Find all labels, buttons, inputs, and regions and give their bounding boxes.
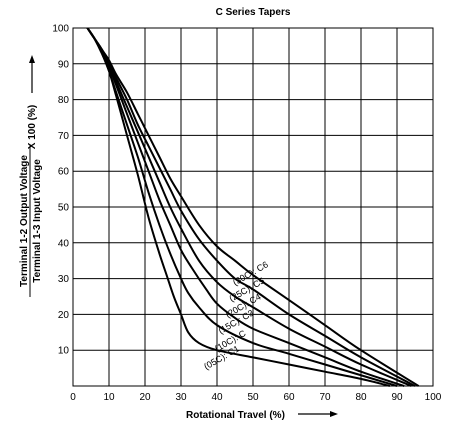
y-tick-90: 90 (58, 59, 70, 70)
x-tick-70: 70 (319, 392, 331, 403)
series-line-5 (86, 27, 416, 387)
series-line-2 (86, 27, 398, 387)
curves (86, 27, 420, 387)
series-line-3 (86, 27, 405, 387)
x-tick-100: 100 (425, 392, 442, 403)
x-tick-50: 50 (247, 392, 259, 403)
y-tick-70: 70 (58, 131, 70, 142)
chart-title: C Series Tapers (216, 7, 291, 18)
x-tick-30: 30 (175, 392, 187, 403)
y-axis-numerator: Terminal 1-2 Output Voltage (19, 155, 30, 287)
y-tick-50: 50 (58, 203, 70, 214)
y-axis-label: Terminal 1-2 Output Voltage Terminal 1-3… (19, 55, 43, 297)
tick-labels: 0 10 20 30 40 50 60 70 80 90 100 10 20 30 40 50 60 70 80 90… (52, 24, 441, 404)
y-tick-80: 80 (58, 95, 70, 106)
x-tick-10: 10 (103, 392, 115, 403)
y-tick-40: 40 (58, 238, 70, 249)
x-tick-0: 0 (70, 392, 76, 403)
x-tick-20: 20 (139, 392, 151, 403)
y-tick-60: 60 (58, 167, 70, 178)
y-tick-20: 20 (58, 310, 70, 321)
y-axis-denominator: Terminal 1-3 Input Voltage (32, 159, 43, 283)
x-tick-90: 90 (391, 392, 403, 403)
x-axis-arrowhead (330, 411, 338, 417)
x-tick-40: 40 (211, 392, 223, 403)
y-axis-arrowhead (29, 55, 35, 63)
y-tick-10: 10 (58, 346, 70, 357)
y-axis-suffix: X 100 (%) (27, 105, 38, 149)
plot-frame (72, 27, 434, 387)
x-axis-label: Rotational Travel (%) (186, 410, 285, 421)
series-line-6 (86, 27, 420, 387)
y-tick-100: 100 (52, 24, 69, 35)
grid (73, 28, 433, 386)
y-tick-30: 30 (58, 274, 70, 285)
x-tick-80: 80 (355, 392, 367, 403)
x-tick-60: 60 (283, 392, 295, 403)
